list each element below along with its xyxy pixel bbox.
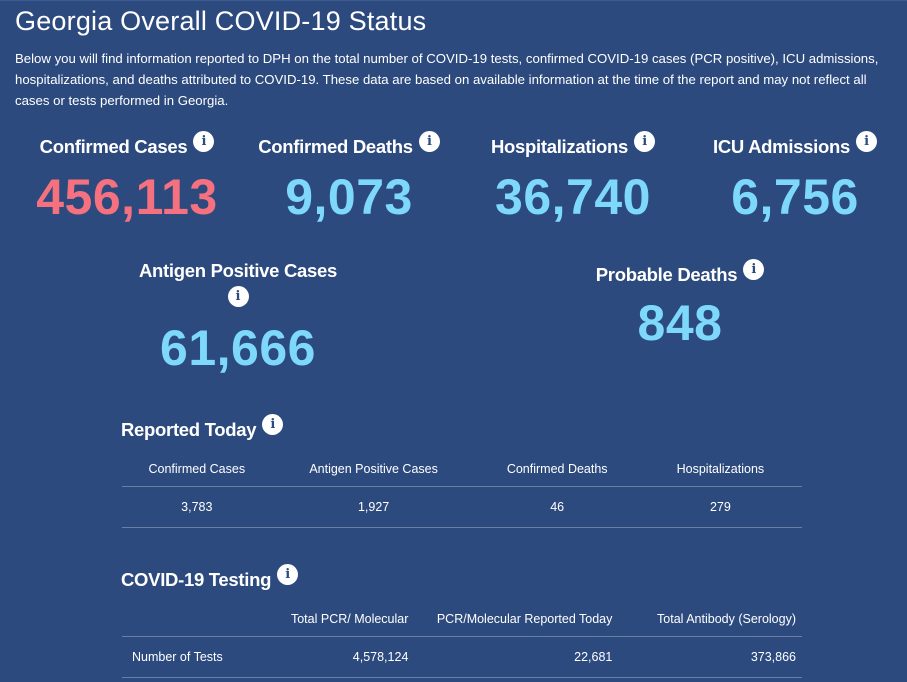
table-cell: 279 bbox=[638, 486, 802, 528]
column-header bbox=[122, 602, 272, 637]
stat-confirmed-deaths-header: Confirmed Deaths i bbox=[244, 131, 454, 158]
stat-label: Probable Deaths bbox=[595, 264, 738, 285]
column-header: Total Antibody (Serology) bbox=[618, 602, 802, 637]
stat-value: 61,666 bbox=[160, 320, 316, 376]
stat-label: Confirmed Cases bbox=[39, 136, 188, 157]
stat-value: 9,073 bbox=[285, 169, 413, 225]
table-header-row: Confirmed Cases Antigen Positive Cases C… bbox=[122, 452, 802, 487]
stat-hospitalizations: Hospitalizations i 36,740 bbox=[468, 131, 678, 225]
top-border bbox=[0, 0, 907, 1]
column-header: PCR/Molecular Reported Today bbox=[414, 602, 619, 637]
column-header: Total PCR/ Molecular bbox=[271, 602, 415, 637]
table-header-row: Total PCR/ Molecular PCR/Molecular Repor… bbox=[122, 602, 802, 637]
info-icon[interactable]: i bbox=[193, 131, 215, 152]
column-header: Confirmed Deaths bbox=[475, 452, 639, 487]
info-icon[interactable]: i bbox=[418, 131, 440, 152]
page-title: Georgia Overall COVID-19 Status bbox=[15, 6, 427, 36]
table-cell: 3,783 bbox=[122, 486, 272, 528]
stat-probable-deaths: Probable Deaths i 848 bbox=[580, 259, 780, 351]
stat-value: 6,756 bbox=[731, 169, 859, 225]
table-cell: 1,927 bbox=[271, 486, 476, 528]
stat-label: Hospitalizations bbox=[490, 136, 629, 157]
table-row: Number of Tests 4,578,124 22,681 373,866 bbox=[122, 636, 802, 678]
testing-table: Total PCR/ Molecular PCR/Molecular Repor… bbox=[122, 602, 802, 678]
stat-confirmed-cases-header: Confirmed Cases i bbox=[22, 131, 232, 158]
table-cell: 4,578,124 bbox=[271, 636, 415, 678]
info-icon[interactable]: i bbox=[634, 131, 656, 152]
stat-label: ICU Admissions bbox=[713, 136, 850, 157]
stat-confirmed-deaths: Confirmed Deaths i 9,073 bbox=[244, 131, 454, 225]
stat-confirmed-cases: Confirmed Cases i 456,113 bbox=[22, 131, 232, 225]
column-header: Confirmed Cases bbox=[122, 452, 272, 487]
table-cell: 46 bbox=[475, 486, 639, 528]
stat-probable-deaths-header: Probable Deaths i bbox=[580, 259, 780, 286]
info-icon[interactable]: i bbox=[277, 564, 299, 585]
info-icon[interactable]: i bbox=[262, 414, 284, 435]
column-header: Hospitalizations bbox=[638, 452, 802, 487]
table-cell: 373,866 bbox=[618, 636, 802, 678]
stat-hospitalizations-header: Hospitalizations i bbox=[468, 131, 678, 158]
table-row: 3,783 1,927 46 279 bbox=[122, 486, 802, 528]
row-label: Number of Tests bbox=[122, 636, 272, 678]
info-icon[interactable]: i bbox=[743, 259, 765, 280]
stat-value: 36,740 bbox=[495, 169, 651, 225]
reported-today-heading: Reported Today i bbox=[121, 414, 284, 441]
stat-antigen-positive: Antigen Positive Cases i 61,666 bbox=[126, 260, 350, 373]
testing-heading: COVID-19 Testing i bbox=[121, 564, 299, 591]
section-title: COVID-19 Testing bbox=[121, 569, 272, 590]
table-cell: 22,681 bbox=[414, 636, 619, 678]
stat-label: Antigen Positive Cases bbox=[139, 260, 337, 281]
column-header: Antigen Positive Cases bbox=[271, 452, 476, 487]
intro-text: Below you will find information reported… bbox=[15, 51, 879, 108]
info-icon[interactable]: i bbox=[855, 131, 877, 152]
stat-label: Confirmed Deaths bbox=[258, 136, 413, 157]
info-icon[interactable]: i bbox=[227, 286, 249, 307]
stat-value: 456,113 bbox=[36, 169, 218, 225]
section-title: Reported Today bbox=[121, 419, 257, 440]
stat-value: 848 bbox=[637, 295, 723, 351]
stat-icu-admissions: ICU Admissions i 6,756 bbox=[690, 131, 900, 225]
stat-icu-admissions-header: ICU Admissions i bbox=[690, 131, 900, 158]
reported-today-table: Confirmed Cases Antigen Positive Cases C… bbox=[122, 452, 802, 528]
